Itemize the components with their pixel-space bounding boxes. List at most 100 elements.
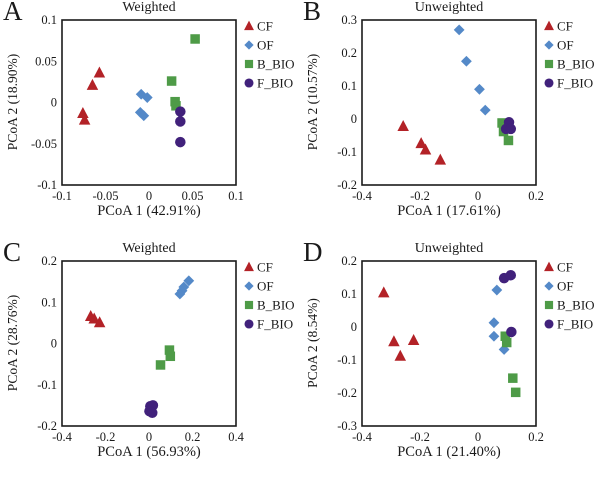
data-point-cf bbox=[378, 286, 390, 298]
y-tick-label: -0.3 bbox=[337, 419, 357, 433]
x-axis-label-a: PCoA 1 (42.91%) bbox=[97, 203, 201, 219]
x-tick-label: 0.2 bbox=[528, 430, 544, 444]
plot-box bbox=[361, 260, 537, 427]
legend-marker-f_bio bbox=[244, 319, 254, 329]
y-tick-label: 0.2 bbox=[41, 254, 57, 268]
data-point-of bbox=[491, 284, 503, 296]
legend-marker-f_bio bbox=[544, 319, 554, 329]
x-tick-label: 0.2 bbox=[528, 189, 544, 203]
data-point-of bbox=[183, 275, 195, 287]
data-point-b_bio bbox=[508, 373, 518, 383]
x-axis-label-c: PCoA 1 (56.93%) bbox=[97, 444, 201, 460]
data-point-b_bio bbox=[164, 345, 175, 355]
legend-marker-b_bio bbox=[544, 59, 554, 69]
data-point-of bbox=[479, 104, 491, 116]
x-tick-label: -0.4 bbox=[352, 430, 373, 444]
data-point-cf bbox=[93, 66, 106, 78]
x-tick-label: -0.4 bbox=[52, 430, 73, 444]
y-tick-label: -0.1 bbox=[37, 378, 57, 392]
plot-box bbox=[61, 19, 237, 186]
data-point-of bbox=[178, 281, 190, 293]
data-point-cf bbox=[415, 137, 427, 149]
panel-c: C Weighted PCoA 2 (28.76%) -0.4 -0.2 0 0.2 0… bbox=[0, 237, 300, 482]
y-tick-label: -0.2 bbox=[37, 419, 57, 433]
data-point-b_bio bbox=[501, 337, 512, 348]
data-point-f_bio bbox=[506, 326, 517, 338]
legend-marker-b_bio bbox=[244, 59, 254, 69]
x-tick-label: 0.05 bbox=[182, 189, 204, 203]
data-point-b_bio bbox=[503, 135, 514, 146]
panel-letter-b: B bbox=[303, 0, 322, 26]
panel-a: A Weighted PCoA 2 (18.90%) -0.1 -0.05 0 0.0… bbox=[0, 0, 300, 241]
legend-label-of: OF bbox=[557, 279, 574, 294]
panel-title-d: Unweighted bbox=[414, 241, 484, 256]
legend-label-of: OF bbox=[257, 279, 274, 294]
legend-label-cf: CF bbox=[557, 260, 573, 275]
data-point-of bbox=[135, 88, 147, 100]
legend-label-of: OF bbox=[557, 38, 574, 53]
x-axis-label-b: PCoA 1 (17.61%) bbox=[397, 203, 501, 219]
y-tick-label: -0.1 bbox=[337, 145, 357, 159]
legend-marker-f_bio bbox=[244, 78, 254, 88]
x-tick-label: 0 bbox=[475, 430, 481, 444]
y-tick-label: -0.1 bbox=[37, 178, 57, 192]
legend-label-b_bio: B_BIO bbox=[557, 298, 595, 313]
legend-label-cf: CF bbox=[557, 19, 573, 34]
panel-letter-c: C bbox=[3, 237, 22, 267]
data-point-f_bio bbox=[505, 269, 517, 281]
data-point-b_bio bbox=[155, 360, 166, 370]
data-point-of bbox=[474, 83, 485, 95]
data-point-f_bio bbox=[175, 116, 186, 127]
y-tick-label: 0 bbox=[351, 112, 357, 126]
data-point-of bbox=[176, 285, 188, 297]
y-tick-label: 0.05 bbox=[35, 54, 57, 68]
data-point-b_bio bbox=[190, 34, 200, 44]
scatter-plot-b: -0.4 -0.2 0 0.20.30.20.10-0.1-0.2CFOFB_BIOF… bbox=[337, 13, 595, 203]
data-point-cf bbox=[77, 106, 89, 118]
y-tick-label: 0.2 bbox=[341, 254, 357, 268]
data-point-cf bbox=[86, 78, 99, 90]
y-tick-label: 0 bbox=[351, 320, 357, 334]
x-tick-label: -0.2 bbox=[410, 189, 430, 203]
y-tick-label: -0.2 bbox=[337, 178, 357, 192]
y-tick-label: -0.1 bbox=[337, 353, 357, 367]
panel-title-b: Unweighted bbox=[414, 0, 484, 15]
plot-box bbox=[61, 260, 237, 427]
legend-label-b_bio: B_BIO bbox=[557, 57, 595, 72]
data-point-b_bio bbox=[510, 387, 521, 398]
legend-marker-of bbox=[544, 281, 554, 291]
legend-label-of: OF bbox=[257, 38, 274, 53]
panel-letter-a: A bbox=[3, 0, 23, 26]
y-tick-label: 0.1 bbox=[341, 287, 357, 301]
x-tick-label: 0 bbox=[146, 189, 152, 203]
data-point-cf bbox=[394, 349, 407, 361]
scatter-plot-c: -0.4 -0.2 0 0.2 0.40.20.10-0.1-0.2CFOFB_BIOF… bbox=[37, 254, 295, 444]
x-tick-label: -0.4 bbox=[352, 189, 373, 203]
data-point-f_bio bbox=[175, 136, 186, 148]
data-point-cf bbox=[388, 335, 400, 347]
legend-label-b_bio: B_BIO bbox=[257, 298, 295, 313]
data-point-f_bio bbox=[147, 407, 158, 419]
y-tick-label: -0.05 bbox=[31, 137, 57, 151]
legend-marker-cf bbox=[544, 261, 554, 272]
x-tick-label: -0.2 bbox=[410, 430, 430, 444]
data-point-cf bbox=[419, 143, 432, 155]
legend-marker-b_bio bbox=[544, 300, 554, 310]
data-point-of bbox=[453, 24, 465, 36]
y-tick-label: 0 bbox=[51, 337, 57, 351]
legend-label-f_bio: F_BIO bbox=[257, 76, 293, 91]
scatter-plot-d: -0.4 -0.2 0 0.2 0.2 0.1 0 -0.1 -0.2 -0.3 CF OF B_BIO… bbox=[337, 254, 595, 444]
x-tick-label: -0.1 bbox=[52, 189, 72, 203]
x-tick-label: 0.1 bbox=[228, 189, 244, 203]
data-point-f_bio bbox=[505, 123, 517, 135]
data-point-b_bio bbox=[166, 76, 177, 86]
y-tick-label: 0.1 bbox=[41, 13, 57, 27]
data-point-b_bio bbox=[500, 331, 511, 341]
panel-letter-d: D bbox=[303, 237, 323, 267]
y-tick-label: 0.1 bbox=[41, 295, 57, 309]
legend-marker-of bbox=[244, 281, 254, 291]
data-point-cf bbox=[434, 153, 447, 165]
x-tick-label: 0 bbox=[475, 189, 481, 203]
data-point-of bbox=[134, 107, 146, 118]
